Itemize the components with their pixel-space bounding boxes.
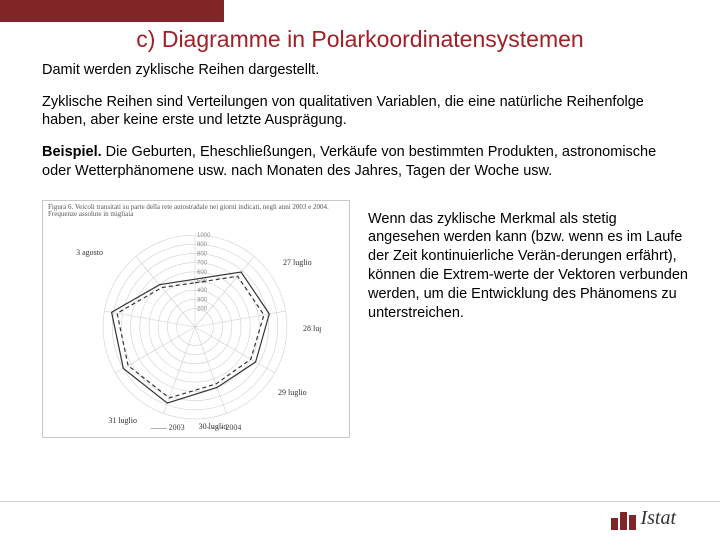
svg-text:1000: 1000 [197, 233, 211, 239]
logo-text: Istat [640, 507, 676, 530]
svg-text:200: 200 [197, 306, 208, 312]
istat-logo: Istat [611, 507, 676, 530]
legend-item-2: - - - - 2004 [207, 423, 242, 432]
logo-bar-2 [620, 512, 627, 530]
right-explanation: Wenn das zyklische Merkmal als stetig an… [368, 200, 690, 438]
logo-bar-3 [629, 515, 636, 530]
chart-legend: —— 2003 - - - - 2004 [43, 423, 349, 432]
example-text: Die Geburten, Eheschließungen, Verkäufe … [42, 144, 656, 178]
svg-text:28 luglio: 28 luglio [303, 324, 321, 333]
svg-text:27 luglio: 27 luglio [283, 258, 312, 267]
svg-text:29 luglio: 29 luglio [278, 388, 307, 397]
logo-bar-1 [611, 518, 618, 530]
header-accent-bar [0, 0, 224, 22]
page-title: c) Diagramme in Polarkoordinatensystemen [0, 22, 720, 61]
legend-item-1: —— 2003 [151, 423, 185, 432]
svg-text:3 agosto: 3 agosto [76, 248, 103, 257]
svg-text:400: 400 [197, 288, 208, 294]
lower-row: Figura 6. Veicoli transitati su parte de… [0, 194, 720, 438]
paragraph-definition: Zyklische Reihen sind Verteilungen von q… [42, 93, 678, 129]
chart-caption: Figura 6. Veicoli transitati su parte de… [48, 204, 349, 219]
svg-text:600: 600 [197, 269, 208, 275]
polar-chart-svg: 200300400500600700800900100016 luglio27 … [73, 225, 321, 435]
footer-divider [0, 501, 720, 502]
polar-chart-container: Figura 6. Veicoli transitati su parte de… [42, 200, 350, 438]
example-label: Beispiel. [42, 144, 102, 160]
svg-text:800: 800 [197, 251, 208, 257]
svg-text:300: 300 [197, 297, 208, 303]
paragraph-example: Beispiel. Die Geburten, Eheschließungen,… [42, 143, 678, 179]
svg-text:700: 700 [197, 260, 208, 266]
body-text-block: Damit werden zyklische Reihen dargestell… [0, 61, 720, 180]
paragraph-intro: Damit werden zyklische Reihen dargestell… [42, 61, 678, 79]
svg-text:900: 900 [197, 242, 208, 248]
